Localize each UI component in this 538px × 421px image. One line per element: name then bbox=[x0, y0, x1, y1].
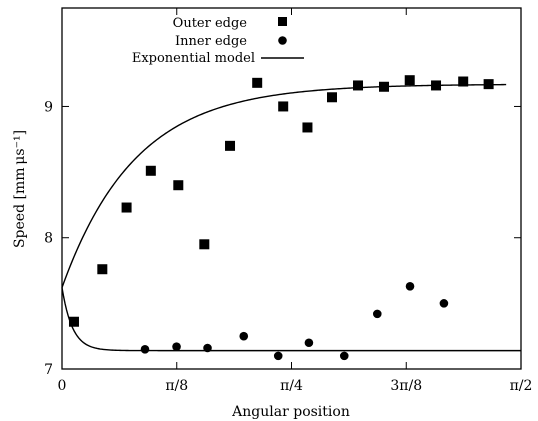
legend-label-exponential-model: Exponential model bbox=[132, 51, 255, 66]
model-curve-outer bbox=[61, 83, 507, 288]
outer-edge-point bbox=[252, 77, 263, 88]
y-axis-label: Speed [mm μs⁻¹] bbox=[12, 130, 28, 248]
y-tick-label: 8 bbox=[44, 231, 53, 247]
outer-edge-point bbox=[404, 75, 415, 86]
legend-label-inner-edge: Inner edge bbox=[175, 34, 247, 49]
outer-edge-point bbox=[145, 165, 156, 176]
inner-edge-point bbox=[372, 309, 382, 319]
x-tick-label: 3π/8 bbox=[390, 378, 422, 394]
outer-edge-point bbox=[327, 92, 337, 103]
legend-marker-circle bbox=[278, 36, 287, 45]
data-points bbox=[68, 75, 494, 361]
outer-edge-point bbox=[68, 316, 79, 327]
legend-marker-square bbox=[278, 17, 287, 26]
inner-edge-point bbox=[439, 299, 449, 308]
outer-edge-point bbox=[458, 76, 469, 87]
inner-edge-point bbox=[203, 343, 212, 353]
outer-edge-point bbox=[353, 80, 364, 91]
x-tick-label: π/2 bbox=[510, 378, 533, 394]
outer-edge-point bbox=[278, 101, 289, 112]
y-tick-label: 9 bbox=[44, 99, 53, 115]
inner-edge-point bbox=[172, 342, 181, 351]
inner-edge-point bbox=[304, 338, 314, 348]
x-tick-label: π/8 bbox=[165, 378, 188, 394]
x-axis-label: Angular position bbox=[231, 404, 350, 420]
outer-edge-point bbox=[173, 180, 184, 191]
outer-edge-point bbox=[483, 79, 494, 90]
axis-ticks: 0 π/8 π/4 3π/8 π/2 7 8 9 bbox=[44, 8, 532, 394]
inner-edge-point bbox=[239, 331, 249, 341]
inner-edge-point bbox=[140, 345, 150, 354]
outer-edge-point bbox=[225, 140, 236, 151]
model-curve-inner bbox=[61, 287, 521, 352]
legend: Outer edge Inner edge Exponential model bbox=[132, 16, 304, 66]
inner-edge-point bbox=[405, 282, 415, 291]
inner-edge-point bbox=[339, 351, 349, 361]
outer-edge-point bbox=[431, 80, 442, 91]
outer-edge-point bbox=[379, 81, 390, 92]
legend-label-outer-edge: Outer edge bbox=[173, 16, 248, 31]
inner-edge-point bbox=[273, 351, 283, 361]
outer-edge-point bbox=[302, 122, 313, 133]
outer-edge-point bbox=[121, 202, 132, 213]
x-tick-label: 0 bbox=[58, 378, 67, 394]
model-curves bbox=[61, 83, 521, 352]
outer-edge-point bbox=[97, 264, 108, 275]
outer-edge-point bbox=[199, 239, 210, 250]
x-tick-label: π/4 bbox=[280, 378, 303, 394]
y-tick-label: 7 bbox=[44, 362, 53, 378]
